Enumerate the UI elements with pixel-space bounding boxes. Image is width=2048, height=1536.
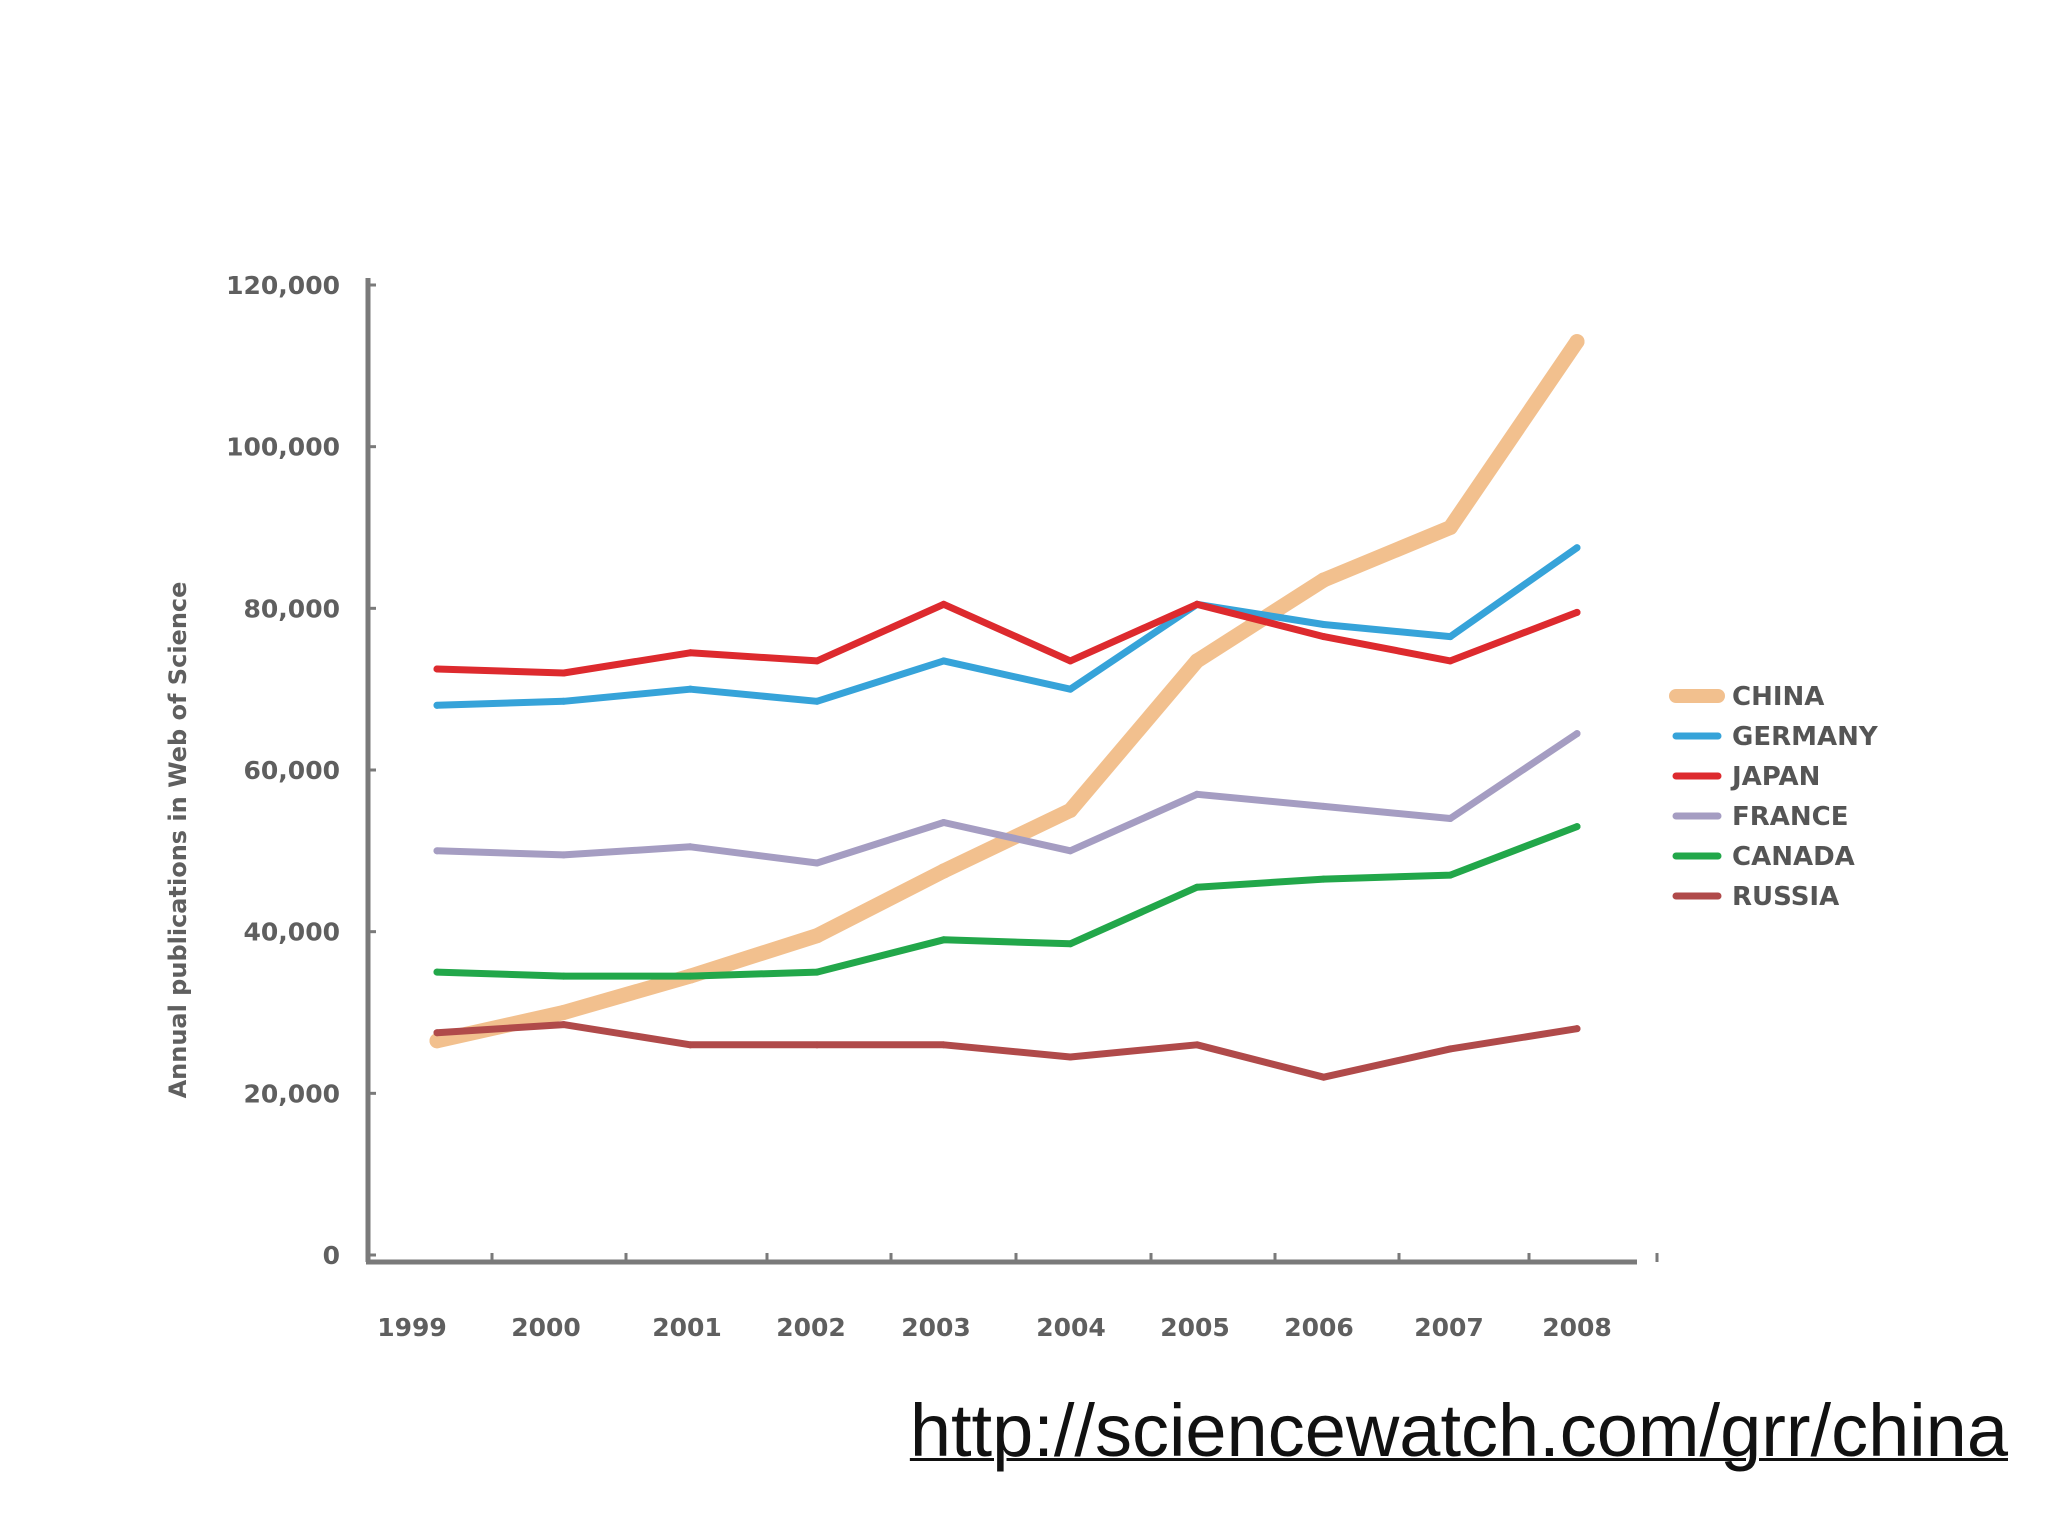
data-point-china — [1062, 802, 1078, 818]
data-point-france — [1320, 802, 1328, 810]
y-axis-title: Annual publications in Web of Science — [164, 582, 192, 1099]
data-point-japan — [1573, 608, 1581, 616]
data-point-france — [560, 851, 568, 859]
data-point-canada — [1573, 823, 1581, 831]
legend-label-germany: GERMANY — [1732, 722, 1879, 752]
legend: CHINA GERMANY JAPAN FRANCE CANADA RUSSIA — [1669, 682, 1879, 912]
data-point-canada — [1446, 871, 1454, 879]
data-point-china — [1189, 653, 1205, 669]
data-point-canada — [686, 972, 694, 980]
data-point-russia — [560, 1021, 568, 1029]
series-line-russia — [433, 1021, 1581, 1081]
y-tick-label: 0 — [323, 1241, 340, 1270]
data-point-canada — [560, 972, 568, 980]
series-line-china — [429, 334, 1585, 1049]
y-tick-label: 100,000 — [226, 433, 340, 462]
legend-label-russia: RUSSIA — [1732, 882, 1839, 912]
series-lines — [429, 334, 1585, 1081]
data-point-russia — [686, 1041, 694, 1049]
data-point-japan — [1193, 600, 1201, 608]
series-line-japan — [433, 600, 1581, 677]
data-point-canada — [433, 968, 441, 976]
data-point-japan — [813, 657, 821, 665]
data-point-china — [556, 1005, 572, 1020]
data-point-japan — [1066, 657, 1074, 665]
data-point-china — [1316, 572, 1332, 588]
data-point-japan — [433, 665, 441, 673]
data-point-china — [936, 863, 952, 879]
series-line-france — [433, 730, 1581, 867]
x-tick-label: 2000 — [511, 1313, 581, 1342]
data-point-germany — [1320, 621, 1328, 628]
data-point-canada — [1066, 940, 1074, 948]
series-line-canada — [433, 823, 1581, 980]
x-tick-label: 2005 — [1160, 1313, 1230, 1342]
legend-label-japan: JAPAN — [1730, 762, 1820, 792]
data-point-france — [686, 843, 694, 851]
data-point-germany — [1446, 633, 1454, 641]
legend-label-canada: CANADA — [1732, 842, 1855, 872]
source-url-link[interactable]: http://sciencewatch.com/grr/china — [909, 1389, 2008, 1472]
data-point-germany — [560, 697, 568, 705]
plot-area: 0 20,000 40,000 60,000 80,000 100,000 120,000 1… — [164, 271, 1659, 1342]
data-point-germany — [686, 685, 694, 693]
data-point-china — [1569, 334, 1585, 350]
x-tick-label: 2002 — [776, 1313, 846, 1342]
data-point-russia — [813, 1041, 821, 1049]
y-tick-label: 120,000 — [226, 271, 340, 300]
data-point-russia — [1320, 1073, 1328, 1081]
data-point-germany — [1573, 544, 1581, 552]
data-point-japan — [1320, 633, 1328, 641]
data-point-germany — [433, 701, 441, 709]
x-tick-label: 2006 — [1284, 1313, 1354, 1342]
data-point-canada — [1193, 883, 1201, 891]
x-tick-label: 2004 — [1036, 1313, 1106, 1342]
data-point-france — [813, 859, 821, 867]
data-point-france — [433, 847, 441, 855]
data-point-russia — [1573, 1025, 1581, 1033]
legend-label-france: FRANCE — [1732, 802, 1849, 832]
y-tick-label: 60,000 — [244, 756, 340, 785]
x-tick-label: 2001 — [652, 1313, 722, 1342]
y-tick-label: 80,000 — [244, 594, 340, 623]
data-point-japan — [940, 600, 948, 608]
x-tick-label: 2003 — [901, 1313, 971, 1342]
data-point-canada — [940, 936, 948, 944]
data-point-germany — [940, 657, 948, 665]
data-point-japan — [560, 669, 568, 677]
data-point-germany — [1066, 685, 1074, 693]
data-point-france — [1193, 790, 1201, 798]
x-tick-label: 2008 — [1542, 1313, 1612, 1342]
data-point-canada — [1320, 875, 1328, 883]
data-point-japan — [1446, 657, 1454, 665]
data-point-china — [809, 928, 825, 944]
data-point-china — [1442, 520, 1458, 535]
data-point-canada — [813, 968, 821, 976]
data-point-russia — [433, 1029, 441, 1037]
data-point-russia — [1446, 1045, 1454, 1053]
data-point-russia — [940, 1041, 948, 1049]
y-tick-label: 20,000 — [244, 1079, 340, 1108]
y-tick-label: 40,000 — [244, 918, 340, 947]
data-point-russia — [1066, 1053, 1074, 1061]
data-point-france — [1573, 730, 1581, 738]
legend-label-china: CHINA — [1732, 682, 1824, 712]
series-line-germany — [433, 544, 1581, 709]
x-tick-label: 1999 — [377, 1313, 447, 1342]
data-point-china — [429, 1033, 445, 1049]
x-tick-label: 2007 — [1414, 1313, 1484, 1342]
data-point-germany — [813, 697, 821, 705]
data-point-japan — [686, 649, 694, 657]
data-point-france — [1066, 847, 1074, 855]
data-point-france — [1446, 815, 1454, 822]
data-point-france — [940, 819, 948, 827]
data-point-russia — [1193, 1041, 1201, 1049]
